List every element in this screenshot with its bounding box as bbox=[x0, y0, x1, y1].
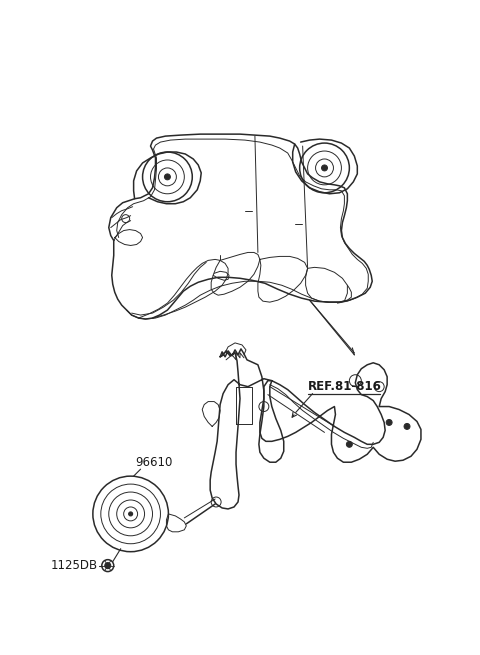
Circle shape bbox=[105, 563, 111, 569]
Circle shape bbox=[322, 165, 327, 171]
Circle shape bbox=[347, 441, 352, 447]
Circle shape bbox=[165, 174, 170, 180]
Circle shape bbox=[404, 423, 410, 430]
Circle shape bbox=[386, 419, 392, 426]
Circle shape bbox=[129, 512, 132, 516]
Text: 1125DB: 1125DB bbox=[51, 559, 98, 572]
Text: REF.81-816: REF.81-816 bbox=[308, 380, 382, 392]
Text: 96610: 96610 bbox=[136, 456, 173, 469]
